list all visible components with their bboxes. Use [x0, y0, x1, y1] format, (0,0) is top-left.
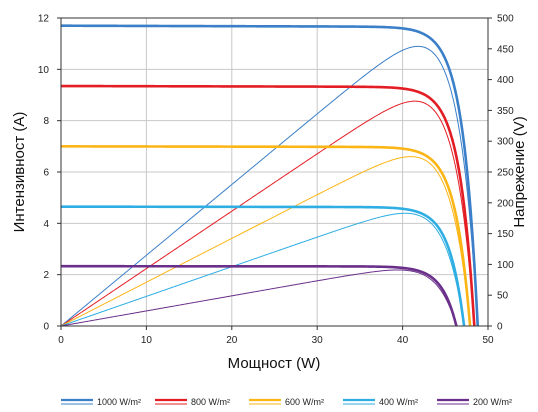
pv-curve: [60, 269, 457, 327]
legend-label: 600 W/m²: [285, 397, 324, 407]
y2-tick-label: 450: [497, 44, 514, 55]
x-axis-ticks: 0 10 20 30 40 50: [58, 326, 494, 346]
y-tick-label: 10: [38, 65, 50, 76]
x-tick-label: 0: [58, 335, 64, 346]
y2-tick-label: 350: [497, 106, 514, 117]
pv-curve: [60, 156, 471, 327]
iv-curve: [60, 145, 472, 327]
x-tick-label: 30: [312, 335, 324, 346]
y-axis-title: Интензивност (A): [11, 112, 28, 233]
x-axis-title: Мощност (W): [228, 355, 321, 372]
y-tick-label: 8: [43, 116, 49, 127]
y2-tick-label: 150: [497, 229, 514, 240]
y2-tick-label: 400: [497, 75, 514, 86]
y-tick-label: 12: [38, 14, 50, 25]
y2-axis-ticks: 0 50 100 150 200 250 300 350 400 450 500: [488, 14, 514, 333]
x-tick-label: 10: [141, 335, 153, 346]
y2-tick-label: 500: [497, 14, 514, 25]
legend-label: 400 W/m²: [379, 397, 418, 407]
x-tick-label: 50: [482, 335, 494, 346]
y-tick-label: 6: [43, 168, 49, 179]
y-tick-label: 0: [43, 322, 49, 333]
iv-curve: [60, 24, 480, 327]
pv-curve: [60, 45, 479, 327]
y-tick-label: 2: [43, 270, 49, 281]
y2-tick-label: 100: [497, 260, 514, 271]
grid-lines: [61, 18, 488, 326]
y2-axis-title: Напрежение (V): [511, 116, 528, 227]
x-tick-label: 20: [226, 335, 238, 346]
pv-curve: [60, 212, 465, 327]
y2-tick-label: 200: [497, 198, 514, 209]
legend-label: 200 W/m²: [473, 397, 512, 407]
y2-tick-label: 50: [497, 291, 509, 302]
y-tick-label: 4: [43, 219, 49, 230]
pv-curve: [60, 100, 475, 327]
legend-label: 800 W/m²: [191, 397, 230, 407]
y2-tick-label: 0: [497, 322, 503, 333]
legend-label: 1000 W/m²: [97, 397, 141, 407]
iv-curve: [61, 205, 466, 327]
iv-curve: [61, 84, 476, 327]
x-tick-label: 40: [397, 335, 409, 346]
data-series: [60, 24, 480, 327]
y2-tick-label: 300: [497, 137, 514, 148]
legend: 1000 W/m² 800 W/m² 600 W/m² 400 W/m² 200 W/m…: [61, 397, 512, 407]
iv-curve: [61, 264, 458, 327]
y-axis-ticks: 0 2 4 6 8 10 12: [38, 14, 61, 333]
y2-tick-label: 250: [497, 168, 514, 179]
